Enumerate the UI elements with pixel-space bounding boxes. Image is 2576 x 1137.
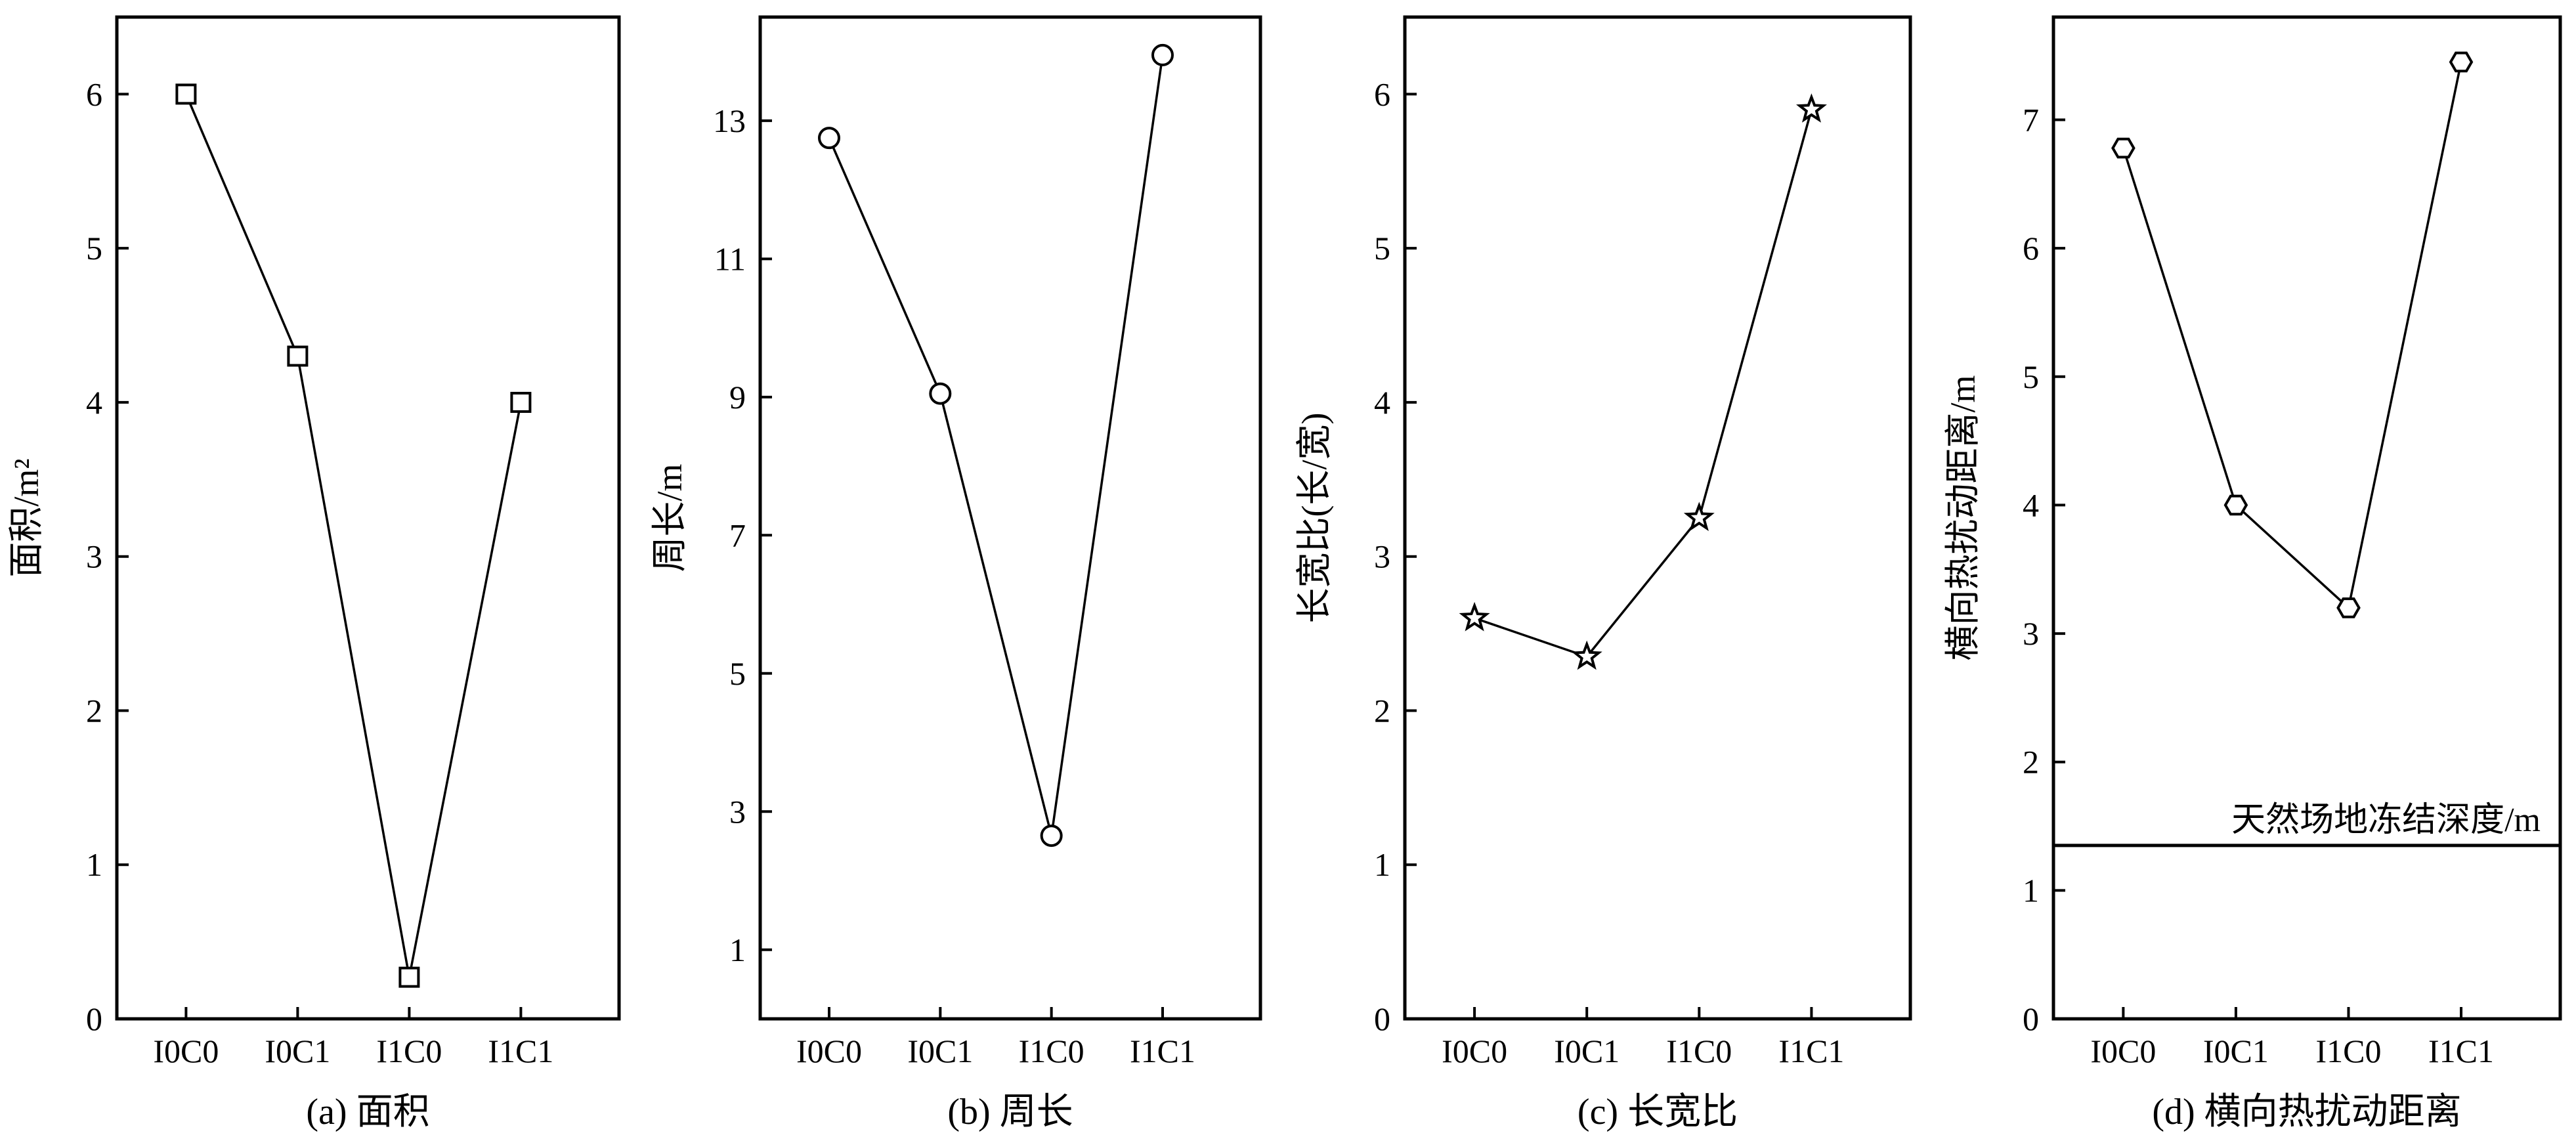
data-point <box>175 83 197 105</box>
y-tick-label: 3 <box>2023 615 2039 652</box>
y-tick-label: 0 <box>1374 1000 1390 1037</box>
y-axis-title: 周长/m <box>650 463 689 572</box>
y-tick-label: 3 <box>86 538 102 575</box>
x-tick-label: I1C1 <box>1778 1033 1844 1069</box>
chart-panel-2: 0 1 2 3 4 5 6 I0C0 I0C1 I1C0 I1C1 长宽比(长/宽) (c) 长宽比 <box>1295 15 1912 1132</box>
y-tick-label: 4 <box>86 384 102 421</box>
panel-caption: (c) 长宽比 <box>1578 1092 1738 1132</box>
panel-caption: (d) 横向热扰动距离 <box>2152 1092 2461 1132</box>
data-point <box>398 966 420 988</box>
x-tick-label: I1C0 <box>1019 1033 1084 1069</box>
data-point <box>929 382 952 405</box>
y-tick-label: 6 <box>86 75 102 112</box>
chart-panel-0: 0 1 2 3 4 5 6 I0C0 I0C1 I1C0 I1C1 面积/m² (a) 面积 <box>7 15 621 1132</box>
y-tick-label: 1 <box>1374 846 1390 883</box>
y-tick-label: 2 <box>1374 692 1390 729</box>
x-tick-label: I1C0 <box>1666 1033 1732 1069</box>
y-tick-label: 6 <box>2023 230 2039 267</box>
x-tick-label: I0C1 <box>2203 1033 2269 1069</box>
y-tick-label: 4 <box>2023 486 2039 523</box>
x-tick-label: I1C1 <box>2428 1033 2494 1069</box>
series-line <box>184 93 523 977</box>
plot-frame <box>2051 15 2562 1021</box>
y-tick-label: 0 <box>2023 1000 2039 1037</box>
y-tick-label: 11 <box>714 240 746 277</box>
x-tick-label: I0C0 <box>796 1033 862 1069</box>
data-point <box>2336 597 2361 618</box>
chart-panel-3: 0 1 2 3 4 5 6 7 I0C0 I0C1 I1C0 I1C1 天然场地冻结深度/m 横向热扰动距… <box>1943 15 2562 1132</box>
data-point <box>1040 825 1063 847</box>
series-line <box>1474 109 1813 658</box>
data-point <box>2111 137 2136 159</box>
y-tick-label: 2 <box>2023 744 2039 781</box>
x-tick-label: I0C1 <box>907 1033 973 1069</box>
x-tick-label: I0C1 <box>265 1033 330 1069</box>
x-tick-label: I1C0 <box>376 1033 442 1069</box>
y-tick-label: 5 <box>729 655 746 692</box>
data-point <box>1151 43 1174 66</box>
y-tick-label: 9 <box>729 379 746 416</box>
y-tick-label: 7 <box>729 517 746 553</box>
y-tick-label: 4 <box>1374 384 1390 421</box>
y-tick-label: 6 <box>1374 75 1390 112</box>
x-tick-label: I0C1 <box>1554 1033 1620 1069</box>
y-axis-title: 面积/m² <box>7 458 46 577</box>
y-tick-label: 2 <box>86 692 102 729</box>
y-tick-label: 3 <box>1374 538 1390 575</box>
data-point <box>817 127 840 150</box>
x-tick-label: I0C0 <box>1442 1033 1507 1069</box>
y-tick-label: 7 <box>2023 102 2039 139</box>
data-point <box>1571 640 1602 670</box>
panel-caption: (a) 面积 <box>306 1092 429 1132</box>
y-axis-title: 横向热扰动距离/m <box>1943 375 1983 660</box>
y-tick-label: 1 <box>2023 872 2039 909</box>
x-tick-label: I1C1 <box>1130 1033 1195 1069</box>
x-tick-label: I0C0 <box>2090 1033 2156 1069</box>
series-line <box>2122 62 2462 611</box>
data-point <box>2449 51 2474 73</box>
plot-frame <box>1403 15 1912 1021</box>
y-tick-label: 0 <box>86 1000 102 1037</box>
series-line <box>828 54 1164 836</box>
x-tick-label: I1C1 <box>488 1033 553 1069</box>
x-tick-label: I1C0 <box>2315 1033 2381 1069</box>
data-point <box>1683 502 1715 532</box>
x-tick-label: I0C0 <box>153 1033 219 1069</box>
plot-frame <box>115 15 621 1021</box>
y-tick-label: 5 <box>1374 230 1390 267</box>
y-axis-title: 长宽比(长/宽) <box>1295 413 1334 624</box>
panel-caption: (b) 周长 <box>947 1092 1073 1132</box>
y-tick-label: 3 <box>729 793 746 830</box>
y-tick-label: 1 <box>86 846 102 883</box>
data-point <box>2223 494 2248 516</box>
data-point <box>510 391 532 413</box>
y-tick-label: 5 <box>2023 358 2039 395</box>
y-tick-label: 13 <box>713 102 746 139</box>
plot-frame <box>758 15 1262 1021</box>
data-point <box>287 345 309 367</box>
data-point <box>1459 601 1490 632</box>
y-tick-label: 1 <box>729 932 746 968</box>
data-point <box>1795 93 1827 123</box>
y-tick-label: 5 <box>86 230 102 267</box>
reference-line-label: 天然场地冻结深度/m <box>2231 802 2541 839</box>
